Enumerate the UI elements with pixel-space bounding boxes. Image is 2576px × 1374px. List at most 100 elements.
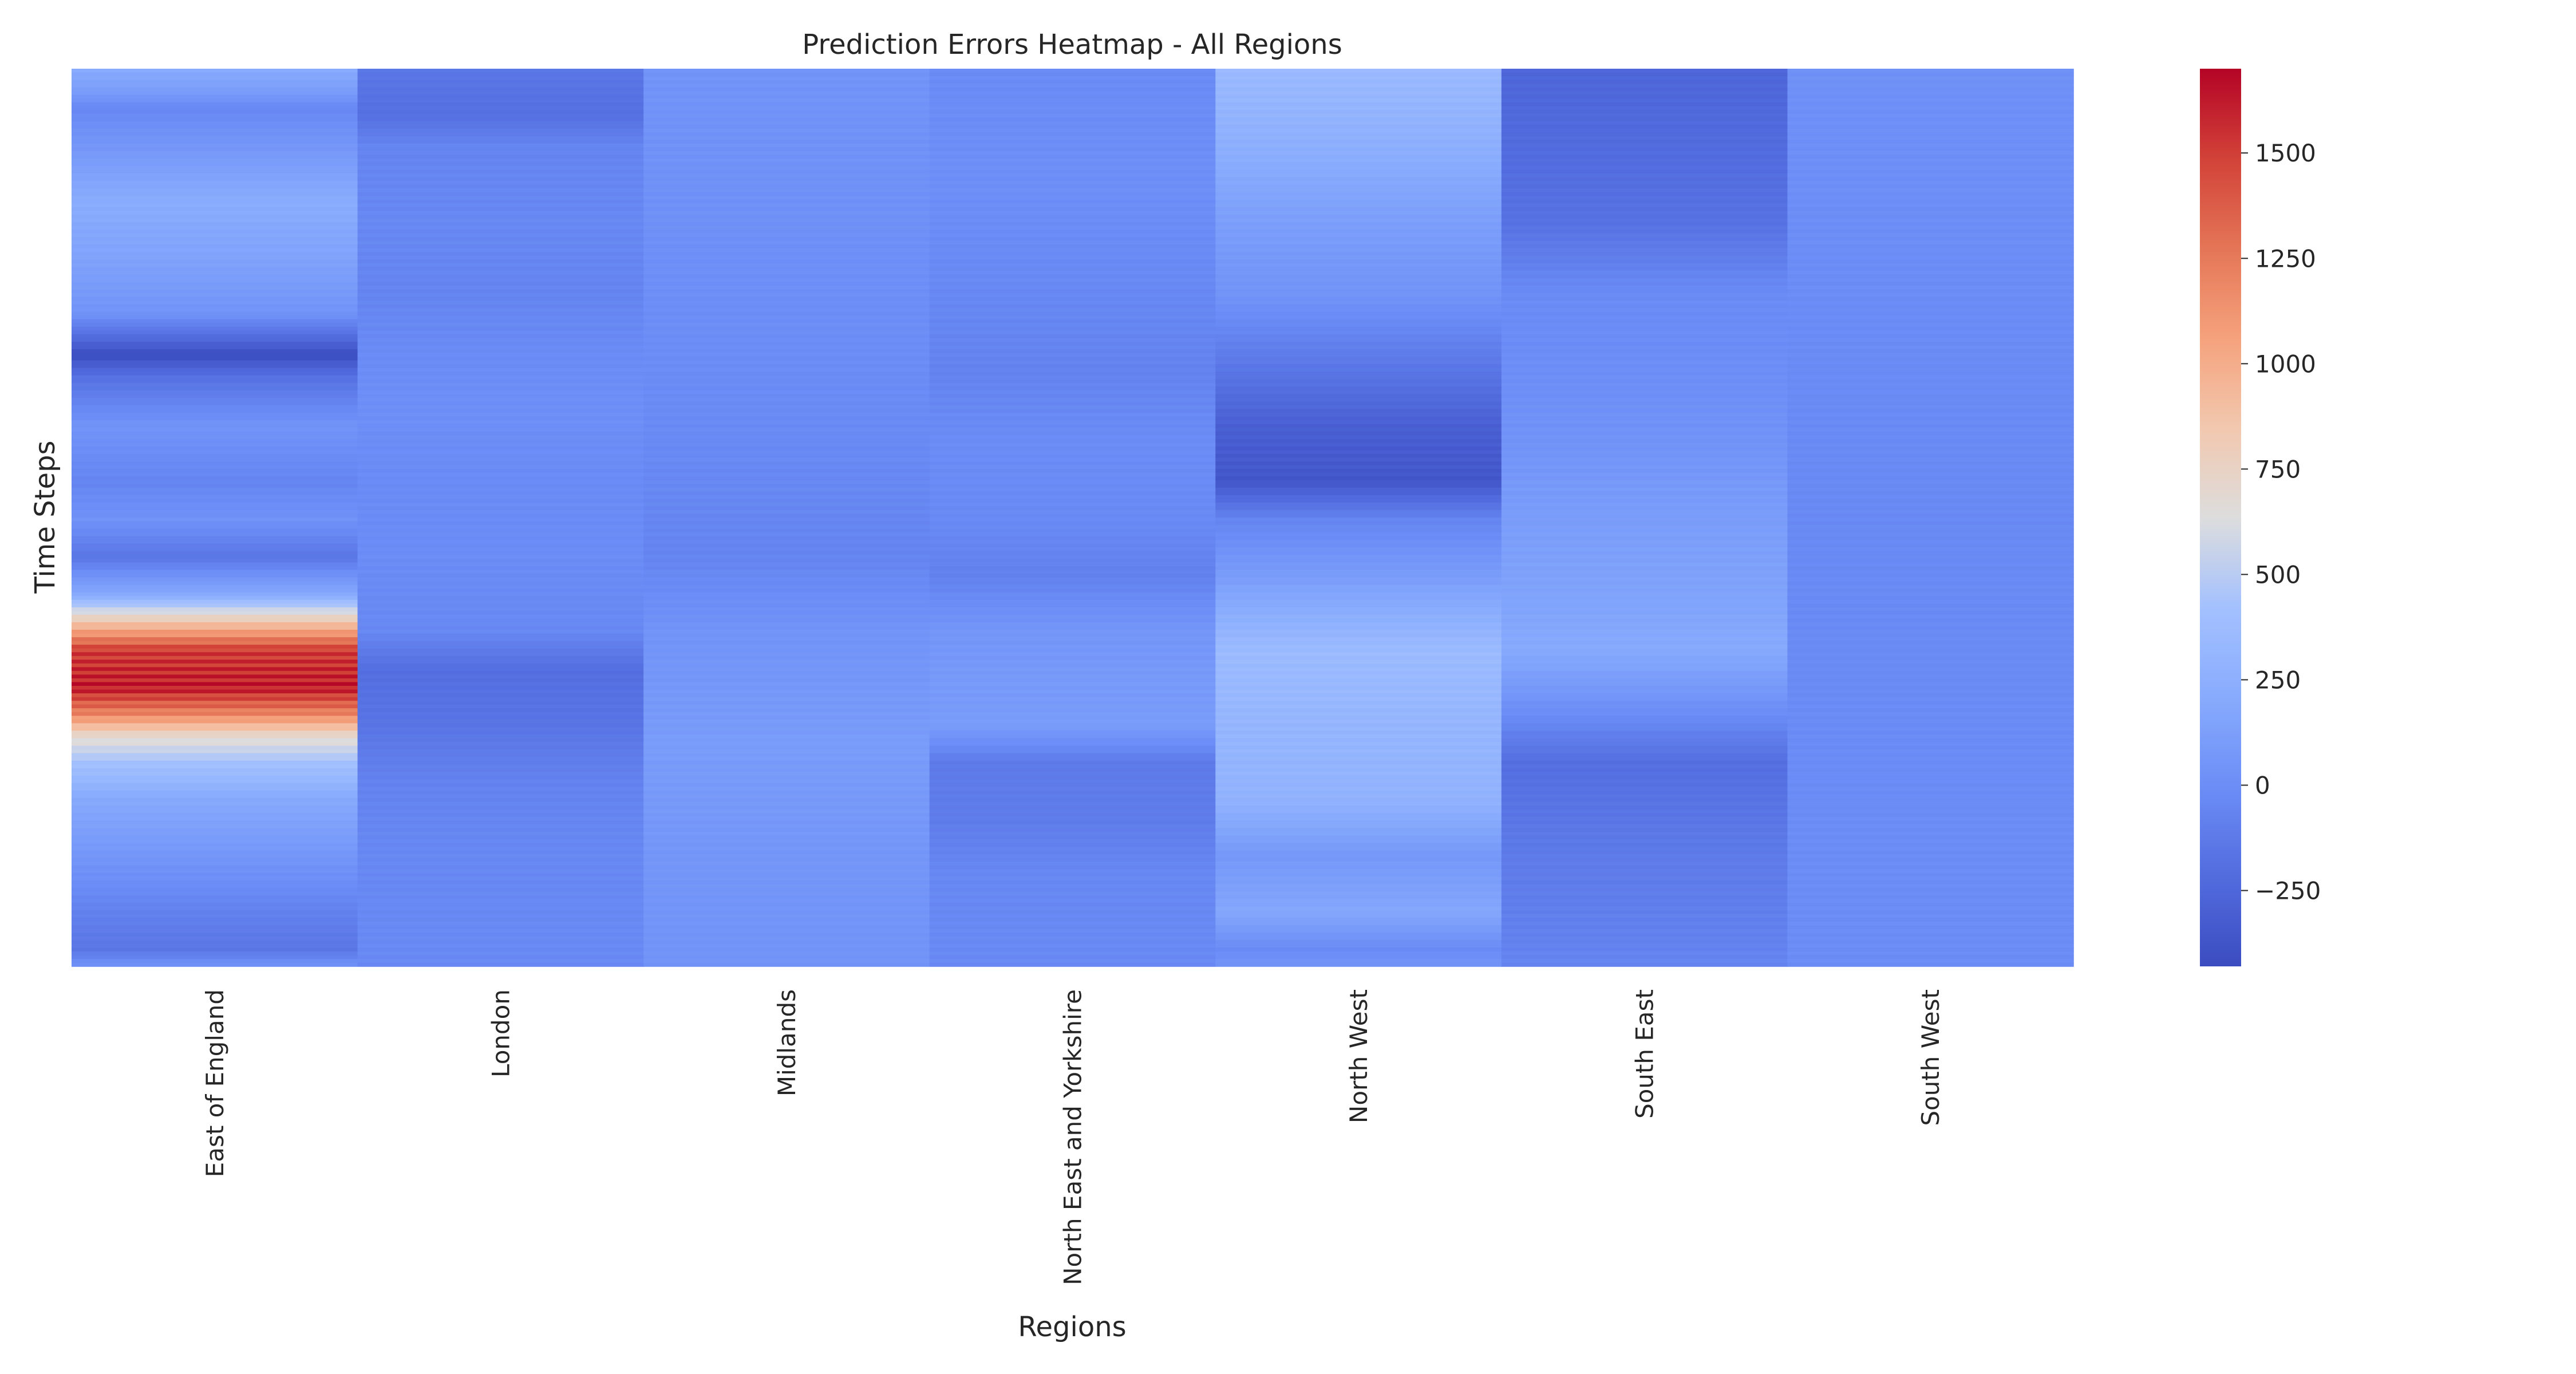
heatmap-cell — [72, 443, 358, 447]
heatmap-cell — [643, 80, 930, 84]
heatmap-cell — [643, 839, 930, 844]
heatmap-cell — [929, 428, 1216, 432]
heatmap-cell — [1787, 162, 2074, 167]
heatmap-cell — [1215, 570, 1502, 574]
heatmap-cell — [1787, 686, 2074, 690]
heatmap-cell — [72, 562, 358, 567]
heatmap-cell — [72, 637, 358, 642]
heatmap-cell — [929, 76, 1216, 81]
heatmap-cell — [1501, 311, 1788, 316]
heatmap-cell — [1215, 181, 1502, 185]
heatmap-cell — [1787, 203, 2074, 208]
heatmap-cell — [643, 925, 930, 930]
heatmap-cell — [643, 787, 930, 791]
heatmap-cell — [357, 76, 644, 81]
heatmap-cell — [72, 779, 358, 784]
heatmap-cell — [1501, 147, 1788, 152]
heatmap-cell — [1215, 476, 1502, 481]
heatmap-cell — [72, 289, 358, 294]
heatmap-cell — [357, 839, 644, 844]
heatmap-cell — [643, 570, 930, 574]
heatmap-cell — [1215, 484, 1502, 488]
heatmap-cell — [1501, 802, 1788, 806]
heatmap-cell — [643, 375, 930, 380]
heatmap-cell — [1215, 368, 1502, 372]
y-axis-label: Time Steps — [29, 440, 61, 594]
heatmap-cell — [1501, 270, 1788, 275]
heatmap-cell — [1501, 614, 1788, 619]
heatmap-cell — [643, 102, 930, 107]
heatmap-cell — [1501, 87, 1788, 92]
heatmap-cell — [357, 252, 644, 256]
heatmap-cell — [357, 240, 644, 245]
heatmap-cell — [643, 151, 930, 156]
heatmap-cell — [1501, 125, 1788, 129]
heatmap-cell — [1787, 630, 2074, 634]
heatmap-cell — [643, 270, 930, 275]
heatmap-cell — [1215, 921, 1502, 926]
heatmap-cell — [357, 372, 644, 376]
heatmap-cell — [357, 330, 644, 335]
heatmap-cell — [643, 775, 930, 780]
heatmap-cell — [929, 779, 1216, 784]
heatmap-cell — [1787, 570, 2074, 574]
heatmap-cell — [72, 806, 358, 810]
heatmap-cell — [1215, 734, 1502, 739]
heatmap-cell — [929, 641, 1216, 645]
heatmap-cell — [72, 678, 358, 683]
heatmap-cell — [1215, 891, 1502, 896]
heatmap-cell — [1501, 955, 1788, 960]
heatmap-cell — [929, 910, 1216, 915]
heatmap-cell — [1787, 940, 2074, 945]
heatmap-cell — [357, 854, 644, 859]
heatmap-cell — [357, 162, 644, 167]
heatmap-cell — [643, 712, 930, 717]
heatmap-cell — [1501, 962, 1788, 967]
heatmap-cell — [1787, 222, 2074, 227]
heatmap-cell — [72, 633, 358, 638]
heatmap-cell — [1787, 409, 2074, 413]
heatmap-cell — [1787, 165, 2074, 171]
heatmap-cell — [1215, 487, 1502, 492]
heatmap-cell — [929, 91, 1216, 96]
heatmap-cell — [929, 772, 1216, 776]
heatmap-cell — [643, 895, 930, 900]
heatmap-cell — [72, 958, 358, 964]
heatmap-cell — [643, 943, 930, 949]
heatmap-cell — [357, 611, 644, 615]
heatmap-cell — [929, 918, 1216, 922]
heatmap-cell — [72, 386, 358, 391]
heatmap-cell — [72, 555, 358, 559]
heatmap-cell — [1501, 435, 1788, 440]
heatmap-cell — [643, 936, 930, 941]
heatmap-cell — [643, 809, 930, 814]
heatmap-cell — [1215, 446, 1502, 451]
heatmap-cell — [1501, 188, 1788, 193]
heatmap-cell — [929, 255, 1216, 260]
heatmap-cell — [357, 506, 644, 511]
heatmap-cell — [929, 285, 1216, 290]
heatmap-cell — [929, 846, 1216, 851]
heatmap-cell — [357, 749, 644, 754]
heatmap-cell — [72, 862, 358, 866]
heatmap-cell — [357, 214, 644, 219]
heatmap-cell — [1501, 723, 1788, 728]
heatmap-cell — [1501, 499, 1788, 503]
heatmap-cell — [72, 80, 358, 84]
heatmap-cell — [1215, 147, 1502, 152]
heatmap-cell — [643, 660, 930, 664]
heatmap-cell — [929, 633, 1216, 638]
heatmap-cell — [1787, 109, 2074, 114]
heatmap-cell — [72, 158, 358, 163]
heatmap-cell — [643, 551, 930, 556]
heatmap-cell — [1501, 809, 1788, 814]
heatmap-cell — [1787, 719, 2074, 724]
heatmap-cell — [643, 723, 930, 728]
heatmap-cell — [1215, 72, 1502, 77]
heatmap-cell — [1501, 341, 1788, 346]
heatmap-cell — [1787, 173, 2074, 178]
heatmap-cell — [1215, 353, 1502, 357]
heatmap-cell — [357, 622, 644, 627]
heatmap-cell — [1501, 929, 1788, 933]
heatmap-cell — [357, 155, 644, 159]
